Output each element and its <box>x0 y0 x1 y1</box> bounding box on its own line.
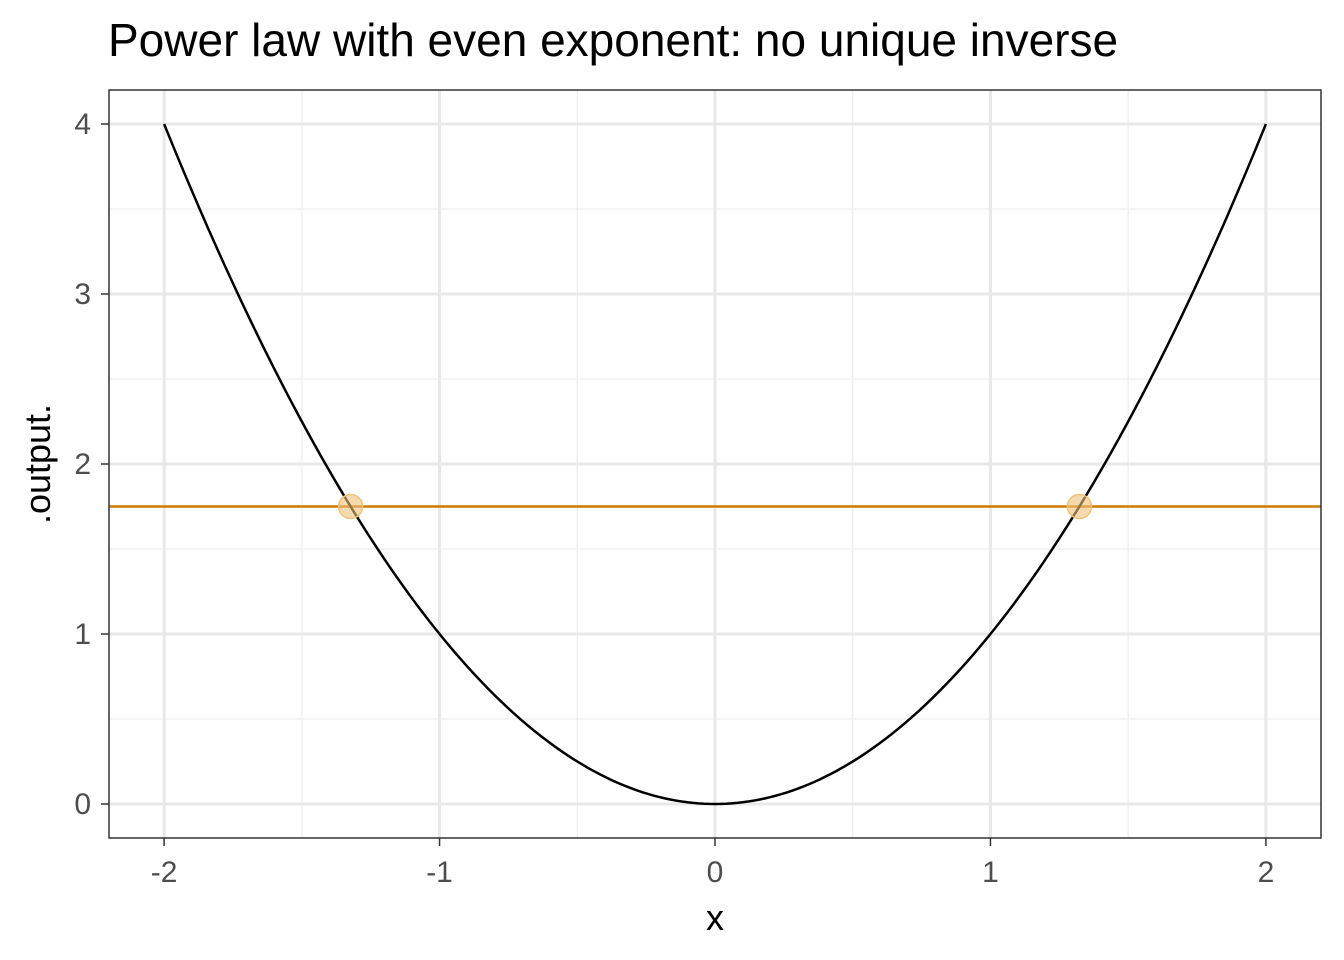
y-tick-label: 2 <box>74 448 91 481</box>
x-axis: -2 -1 0 1 2 <box>151 838 1275 889</box>
y-tick-label: 1 <box>74 618 91 651</box>
x-tick-label: -2 <box>151 856 178 889</box>
x-axis-title: x <box>706 897 724 938</box>
x-tick-label: -1 <box>426 856 453 889</box>
y-axis: 0 1 2 3 4 <box>74 108 109 821</box>
y-tick-label: 0 <box>74 788 91 821</box>
x-tick-label: 2 <box>1258 856 1275 889</box>
chart-title: Power law with even exponent: no unique … <box>108 14 1118 66</box>
intersection-point <box>337 493 364 520</box>
y-tick-label: 4 <box>74 108 91 141</box>
grid-major <box>109 90 1321 838</box>
plot-area <box>109 123 1321 806</box>
intersection-point <box>1066 493 1093 520</box>
y-axis-title: .output. <box>17 404 58 524</box>
x-tick-label: 1 <box>982 856 999 889</box>
y-tick-label: 3 <box>74 278 91 311</box>
x-tick-label: 0 <box>707 856 724 889</box>
